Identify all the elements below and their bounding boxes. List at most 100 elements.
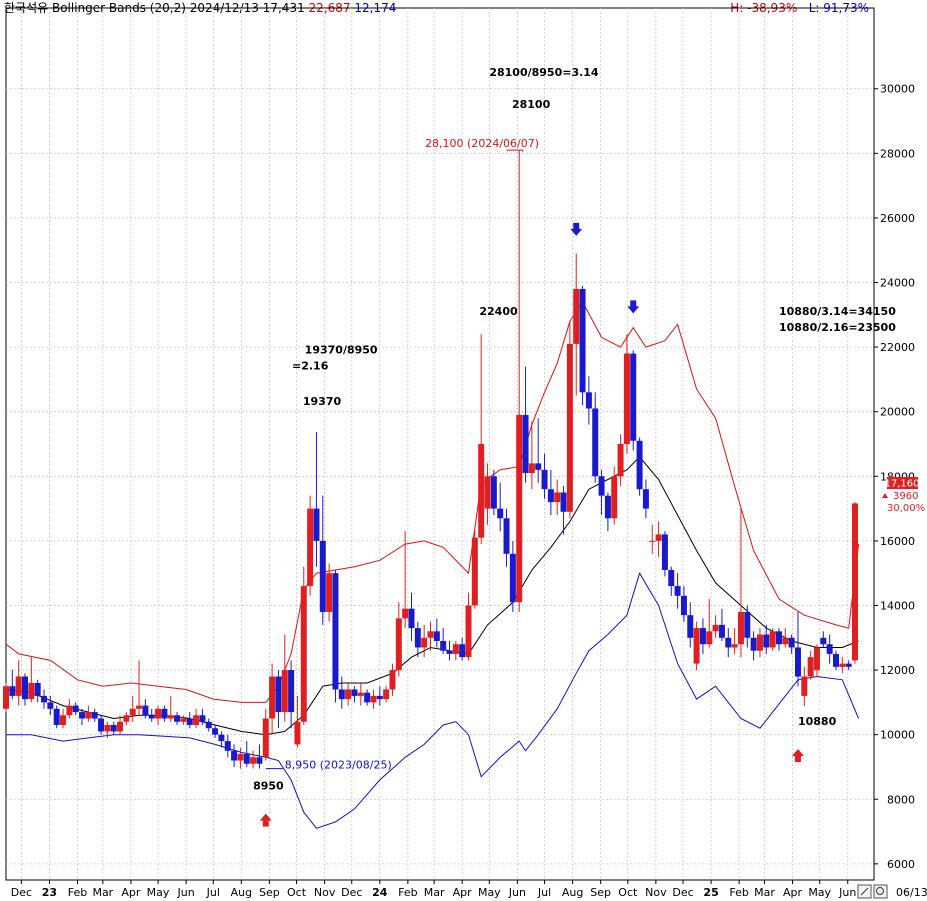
candle-body bbox=[193, 715, 200, 725]
candle-body bbox=[250, 757, 257, 764]
candle-body bbox=[91, 712, 98, 719]
candle-body bbox=[801, 676, 808, 696]
candle bbox=[300, 566, 307, 725]
candle-body bbox=[649, 540, 656, 542]
x-tick-label: 23 bbox=[42, 886, 57, 899]
candle-body bbox=[547, 489, 554, 503]
x-tick-label: Mar bbox=[92, 886, 113, 899]
candle bbox=[383, 686, 390, 703]
candle bbox=[845, 660, 852, 671]
candle bbox=[231, 744, 238, 767]
candle-body bbox=[383, 689, 390, 700]
candle bbox=[3, 682, 9, 713]
candle bbox=[763, 624, 770, 654]
candle bbox=[535, 418, 542, 483]
candle-body bbox=[402, 608, 409, 619]
candle-body bbox=[288, 670, 295, 713]
candle-body bbox=[281, 670, 288, 713]
candle bbox=[459, 637, 466, 661]
candle bbox=[820, 631, 827, 648]
candle bbox=[598, 469, 605, 516]
pencil-icon bbox=[860, 887, 869, 896]
x-tick-label: May bbox=[808, 886, 831, 899]
candle bbox=[167, 695, 174, 722]
chart-annotation: 19370/8950 bbox=[305, 344, 378, 357]
chart-annotation: 10880 bbox=[798, 715, 837, 728]
candle bbox=[579, 285, 586, 406]
candle-body bbox=[560, 492, 567, 512]
x-tick-label: Dec bbox=[11, 886, 32, 899]
candle-body bbox=[313, 508, 320, 541]
x-tick-label: Nov bbox=[645, 886, 667, 899]
candle bbox=[212, 724, 219, 738]
candle-body bbox=[579, 288, 586, 393]
candle-body bbox=[712, 624, 719, 632]
candle bbox=[129, 695, 136, 722]
candle bbox=[193, 708, 200, 729]
candle bbox=[484, 463, 491, 525]
candle bbox=[554, 479, 561, 516]
candle-body bbox=[224, 741, 231, 751]
x-tick-label: Mar bbox=[424, 886, 445, 899]
chart-annotation: 10880/2.16=23500 bbox=[779, 321, 896, 334]
candle bbox=[389, 663, 396, 696]
candle bbox=[839, 657, 846, 674]
zoom-tool-button[interactable] bbox=[873, 884, 888, 899]
candle-body bbox=[351, 689, 358, 696]
x-tick-label: Jun bbox=[177, 886, 195, 899]
candle-body bbox=[142, 705, 149, 716]
candle bbox=[490, 469, 497, 516]
candle bbox=[826, 634, 833, 664]
candle bbox=[66, 699, 73, 719]
candle-body bbox=[763, 634, 770, 648]
y-tick-label: 26000 bbox=[880, 212, 915, 225]
candle-body bbox=[706, 631, 713, 645]
candle bbox=[34, 679, 41, 703]
candle bbox=[357, 682, 364, 706]
x-tick-label: Apr bbox=[453, 886, 473, 899]
candle bbox=[433, 618, 440, 648]
candle bbox=[98, 715, 105, 735]
candle-body bbox=[655, 534, 662, 541]
candle bbox=[718, 608, 725, 642]
candle bbox=[782, 628, 789, 648]
candle-body bbox=[275, 676, 282, 713]
down-arrow-icon bbox=[627, 300, 640, 314]
candle bbox=[161, 705, 168, 722]
candle-body bbox=[744, 611, 751, 638]
candle-body bbox=[117, 721, 124, 732]
candle-body bbox=[22, 676, 29, 700]
x-tick-label: Nov bbox=[314, 886, 336, 899]
candle-body bbox=[104, 724, 111, 732]
candle-body bbox=[66, 705, 73, 716]
candle bbox=[560, 485, 567, 535]
price-change-pct: 30,00% bbox=[887, 503, 925, 514]
candle bbox=[117, 715, 124, 735]
candle bbox=[370, 689, 377, 709]
x-tick-label: 24 bbox=[372, 886, 388, 899]
candle bbox=[174, 712, 181, 725]
annotations: 28100/8950=3.14 28100 28,100 (2024/06/07) 2… bbox=[253, 66, 896, 827]
x-tick-label: Oct bbox=[287, 886, 307, 899]
candle-body bbox=[110, 724, 117, 732]
bottom-toolbar: 06/13 bbox=[857, 884, 927, 899]
candle bbox=[623, 334, 630, 454]
candle-body bbox=[9, 686, 16, 696]
candle-body bbox=[307, 508, 314, 587]
candle-body bbox=[15, 676, 22, 696]
x-tick-label: May bbox=[147, 886, 170, 899]
candle bbox=[218, 731, 225, 748]
candle-body bbox=[60, 715, 67, 725]
axes: 6000800010000120001400016000180002000022… bbox=[11, 83, 915, 899]
candle-body bbox=[566, 343, 573, 512]
candle-body bbox=[186, 718, 193, 725]
candle bbox=[326, 563, 333, 622]
candle bbox=[351, 686, 358, 703]
candle bbox=[541, 453, 548, 499]
candle-body bbox=[611, 476, 618, 519]
candle bbox=[22, 673, 29, 706]
candle bbox=[737, 508, 744, 658]
last-price-box bbox=[887, 477, 918, 489]
y-tick-label: 24000 bbox=[880, 277, 915, 290]
